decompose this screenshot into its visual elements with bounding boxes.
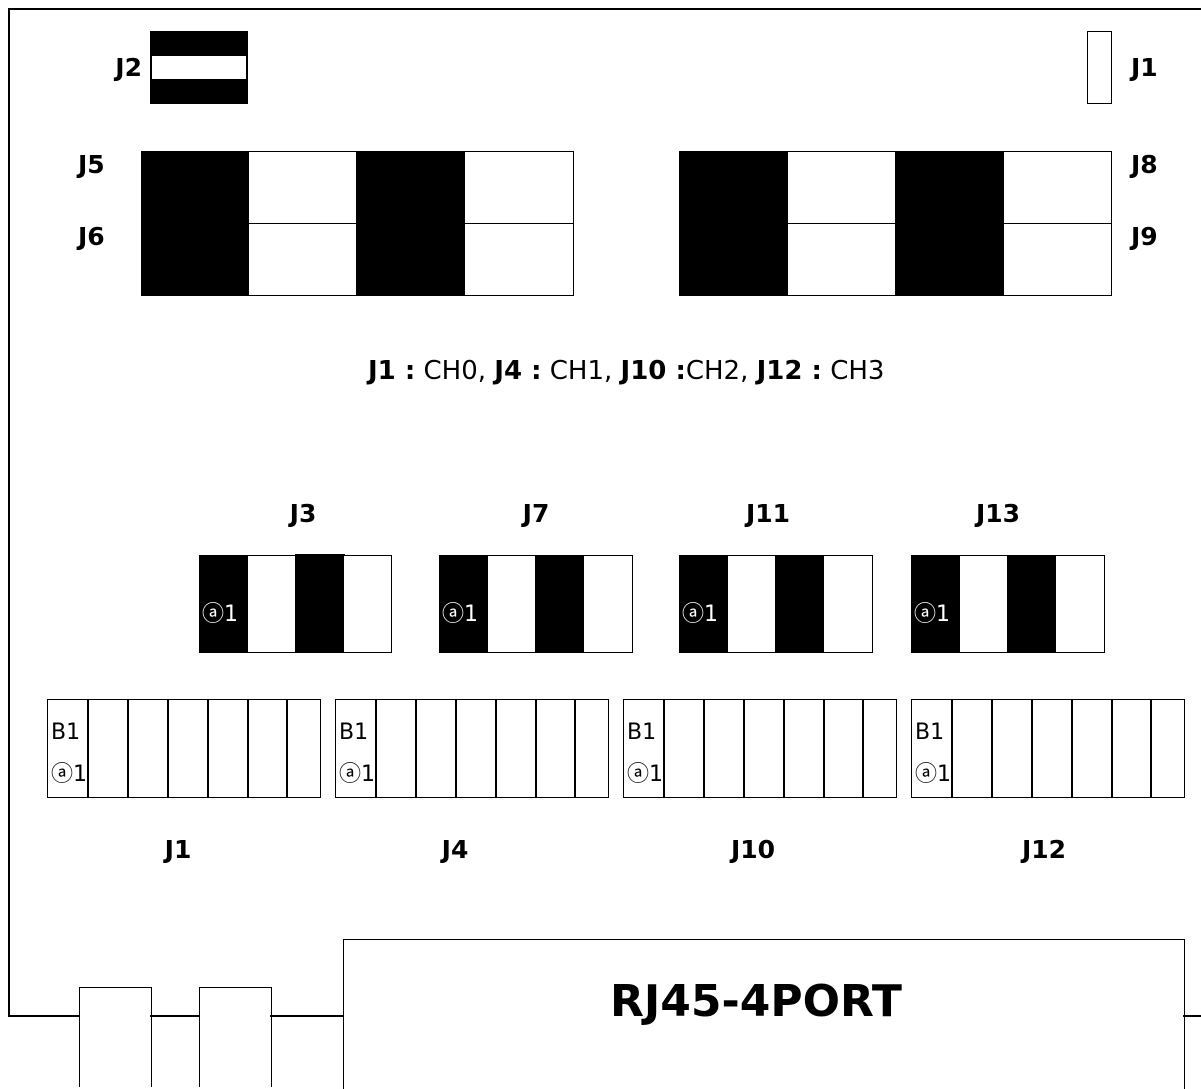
- pin-a1-marker: ⓐ1: [627, 762, 663, 787]
- label-j7: J7: [522, 499, 550, 528]
- label-j5: J5: [78, 150, 105, 179]
- caption-j10-key: J10 :: [620, 356, 686, 386]
- rj45-bracket-title: RJ45-4PORT: [610, 976, 902, 1027]
- label-j3: J3: [289, 499, 317, 528]
- caption-j4-key: J4 :: [494, 356, 542, 386]
- caption-j12-val: CH3: [821, 356, 885, 386]
- jumper-j1-label: J1: [1131, 53, 1158, 82]
- pin-1-marker: ⓐ1: [914, 602, 950, 627]
- label-j13: J13: [975, 499, 1021, 528]
- caption-j4-val: CH1,: [541, 356, 621, 386]
- pin-a1-marker: ⓐ1: [339, 762, 375, 787]
- pin-b1-marker: B1: [339, 720, 369, 745]
- pin-a1-marker: ⓐ1: [51, 762, 87, 787]
- channel-caption: J1 : CH0, J4 : CH1, J10 :CH2, J12 : CH3: [368, 358, 884, 384]
- pin-b1-marker: B1: [627, 720, 657, 745]
- pin-b1-marker: B1: [51, 720, 81, 745]
- label-connector-j1: J1: [164, 835, 192, 864]
- label-j8: J8: [1131, 150, 1158, 179]
- label-j11: J11: [745, 499, 791, 528]
- pin-1-marker: ⓐ1: [442, 602, 478, 627]
- edge-connector-block: [199, 987, 272, 1087]
- edge-connector-block: [79, 987, 152, 1087]
- label-j6: J6: [78, 222, 105, 251]
- label-connector-j4: J4: [441, 835, 469, 864]
- caption-j1-key: J1 :: [368, 356, 416, 386]
- label-connector-j10: J10: [730, 835, 776, 864]
- jumper-j1: [1087, 31, 1112, 104]
- rj45-bracket: [343, 939, 1185, 1089]
- label-j9: J9: [1131, 222, 1158, 251]
- pin-1-marker: ⓐ1: [202, 602, 238, 627]
- label-connector-j12: J12: [1021, 835, 1067, 864]
- pin-b1-marker: B1: [915, 720, 945, 745]
- caption-j1-val: CH0,: [415, 356, 495, 386]
- caption-j10-val: CH2,: [685, 356, 757, 386]
- caption-j12-key: J12 :: [756, 356, 822, 386]
- pin-a1-marker: ⓐ1: [915, 762, 951, 787]
- pin-1-marker: ⓐ1: [682, 602, 718, 627]
- jumper-j2-label: J2: [115, 53, 142, 82]
